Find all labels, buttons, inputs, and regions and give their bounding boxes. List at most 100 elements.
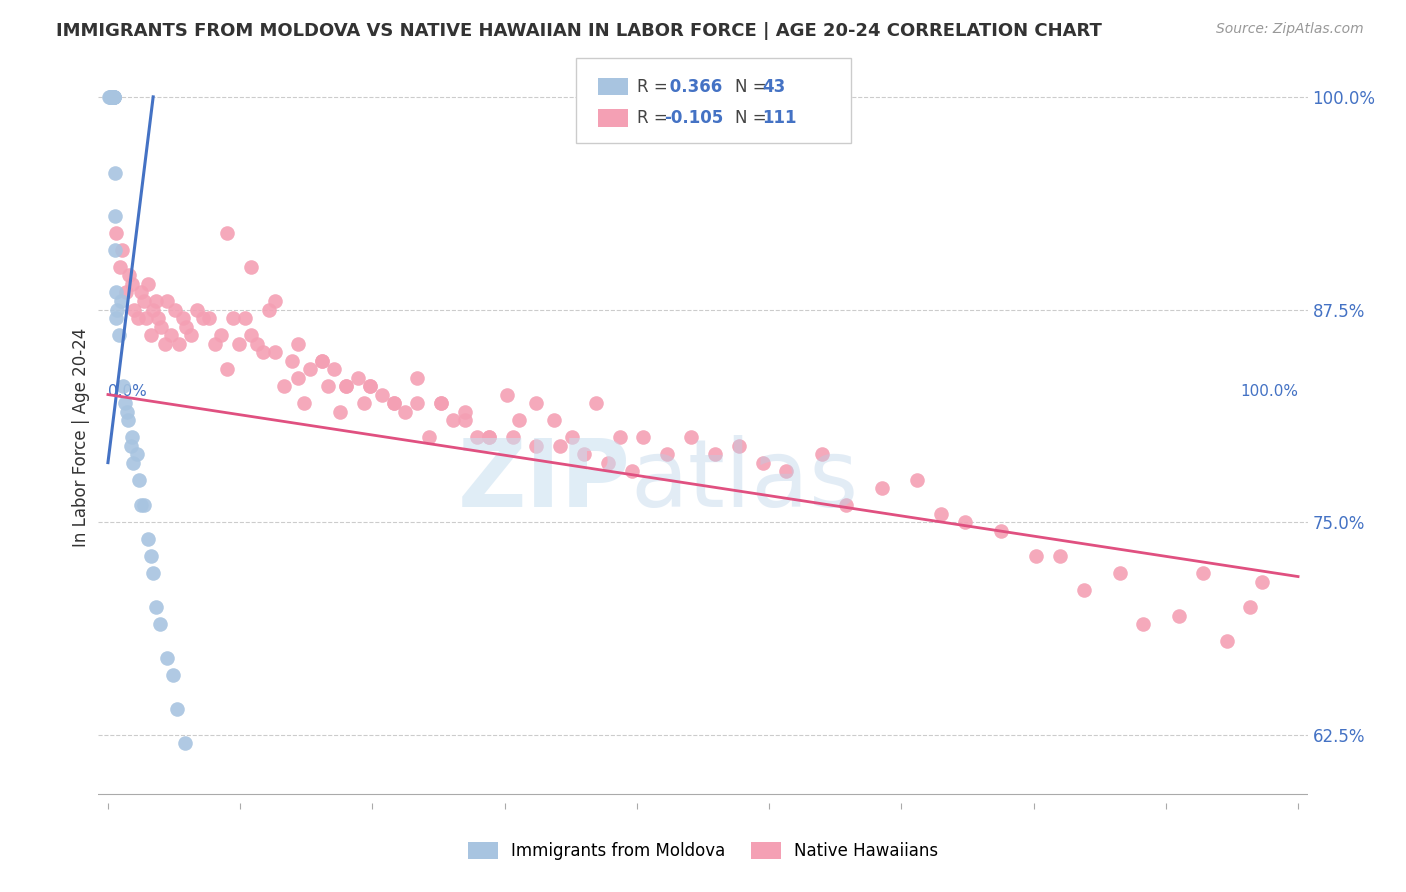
Point	[905, 473, 928, 487]
Point	[103, 90, 125, 104]
Point	[98, 90, 121, 104]
Point	[156, 293, 179, 308]
Point	[105, 285, 128, 300]
Point	[101, 90, 124, 104]
Point	[311, 353, 333, 368]
Point	[1239, 600, 1261, 615]
Point	[257, 302, 280, 317]
Point	[329, 404, 352, 418]
Point	[156, 651, 179, 665]
Point	[160, 328, 183, 343]
Point	[751, 456, 773, 470]
Point	[524, 439, 547, 453]
Point	[657, 447, 679, 461]
Point	[382, 396, 405, 410]
Point	[105, 311, 128, 326]
Text: R =: R =	[637, 109, 673, 127]
Point	[132, 293, 155, 308]
Point	[572, 447, 595, 461]
Point	[406, 370, 429, 384]
Point	[146, 311, 169, 326]
Point	[115, 404, 138, 418]
Point	[1025, 549, 1047, 563]
Point	[620, 464, 643, 478]
Point	[454, 404, 477, 418]
Point	[138, 277, 160, 291]
Point	[233, 311, 256, 326]
Y-axis label: In Labor Force | Age 20-24: In Labor Force | Age 20-24	[72, 327, 90, 547]
Point	[98, 90, 121, 104]
Point	[299, 362, 322, 376]
Point	[120, 439, 142, 453]
Point	[990, 524, 1012, 538]
Point	[430, 396, 453, 410]
Point	[394, 404, 416, 418]
Point	[418, 430, 440, 444]
Point	[172, 311, 194, 326]
Point	[311, 353, 333, 368]
Point	[323, 362, 346, 376]
Point	[239, 260, 262, 274]
Point	[180, 328, 202, 343]
Point	[870, 481, 893, 495]
Point	[596, 456, 619, 470]
Point	[98, 90, 121, 104]
Point	[929, 507, 952, 521]
Point	[103, 90, 125, 104]
Point	[125, 447, 148, 461]
Point	[104, 209, 127, 223]
Point	[149, 617, 172, 632]
Point	[107, 328, 129, 343]
Point	[281, 353, 304, 368]
Point	[1073, 583, 1095, 598]
Point	[335, 379, 357, 393]
Point	[145, 600, 167, 615]
Point	[633, 430, 655, 444]
Point	[142, 302, 165, 317]
Point	[359, 379, 381, 393]
Point	[811, 447, 834, 461]
Point	[209, 328, 232, 343]
Point	[609, 430, 631, 444]
Text: IMMIGRANTS FROM MOLDOVA VS NATIVE HAWAIIAN IN LABOR FORCE | AGE 20-24 CORRELATIO: IMMIGRANTS FROM MOLDOVA VS NATIVE HAWAII…	[56, 22, 1102, 40]
Point	[103, 90, 125, 104]
Point	[495, 387, 517, 401]
Text: N =: N =	[735, 109, 772, 127]
Text: 0.366: 0.366	[664, 78, 721, 95]
Text: R =: R =	[637, 78, 673, 95]
Point	[727, 439, 749, 453]
Point	[139, 328, 162, 343]
Point	[835, 498, 858, 512]
Point	[127, 311, 149, 326]
Point	[478, 430, 501, 444]
Text: 100.0%: 100.0%	[1240, 384, 1298, 399]
Point	[1251, 574, 1274, 589]
Text: 0.0%: 0.0%	[108, 384, 146, 399]
Point	[524, 396, 547, 410]
Text: N =: N =	[735, 78, 772, 95]
Point	[1108, 566, 1130, 581]
Point	[142, 566, 165, 581]
Point	[287, 370, 309, 384]
Point	[441, 413, 464, 427]
Point	[108, 260, 131, 274]
Point	[775, 464, 797, 478]
Point	[454, 413, 477, 427]
Point	[114, 285, 136, 300]
Point	[1132, 617, 1154, 632]
Point	[110, 293, 132, 308]
Point	[105, 226, 128, 240]
Point	[681, 430, 703, 444]
Point	[153, 336, 176, 351]
Point	[103, 90, 125, 104]
Point	[162, 668, 184, 682]
Point	[122, 302, 145, 317]
Point	[543, 413, 565, 427]
Point	[112, 379, 135, 393]
Point	[132, 498, 155, 512]
Point	[465, 430, 488, 444]
Point	[129, 498, 152, 512]
Point	[107, 302, 129, 317]
Text: atlas: atlas	[630, 435, 859, 527]
Text: -0.105: -0.105	[664, 109, 723, 127]
